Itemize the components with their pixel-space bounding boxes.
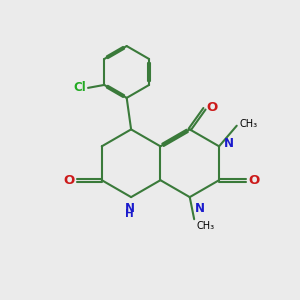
- Text: CH₃: CH₃: [196, 221, 214, 231]
- Text: H: H: [125, 209, 134, 220]
- Text: O: O: [63, 174, 74, 187]
- Text: Cl: Cl: [73, 81, 86, 94]
- Text: N: N: [224, 137, 234, 150]
- Text: O: O: [248, 174, 259, 187]
- Text: N: N: [124, 202, 135, 215]
- Text: CH₃: CH₃: [239, 119, 257, 129]
- Text: N: N: [195, 202, 205, 214]
- Text: O: O: [207, 101, 218, 114]
